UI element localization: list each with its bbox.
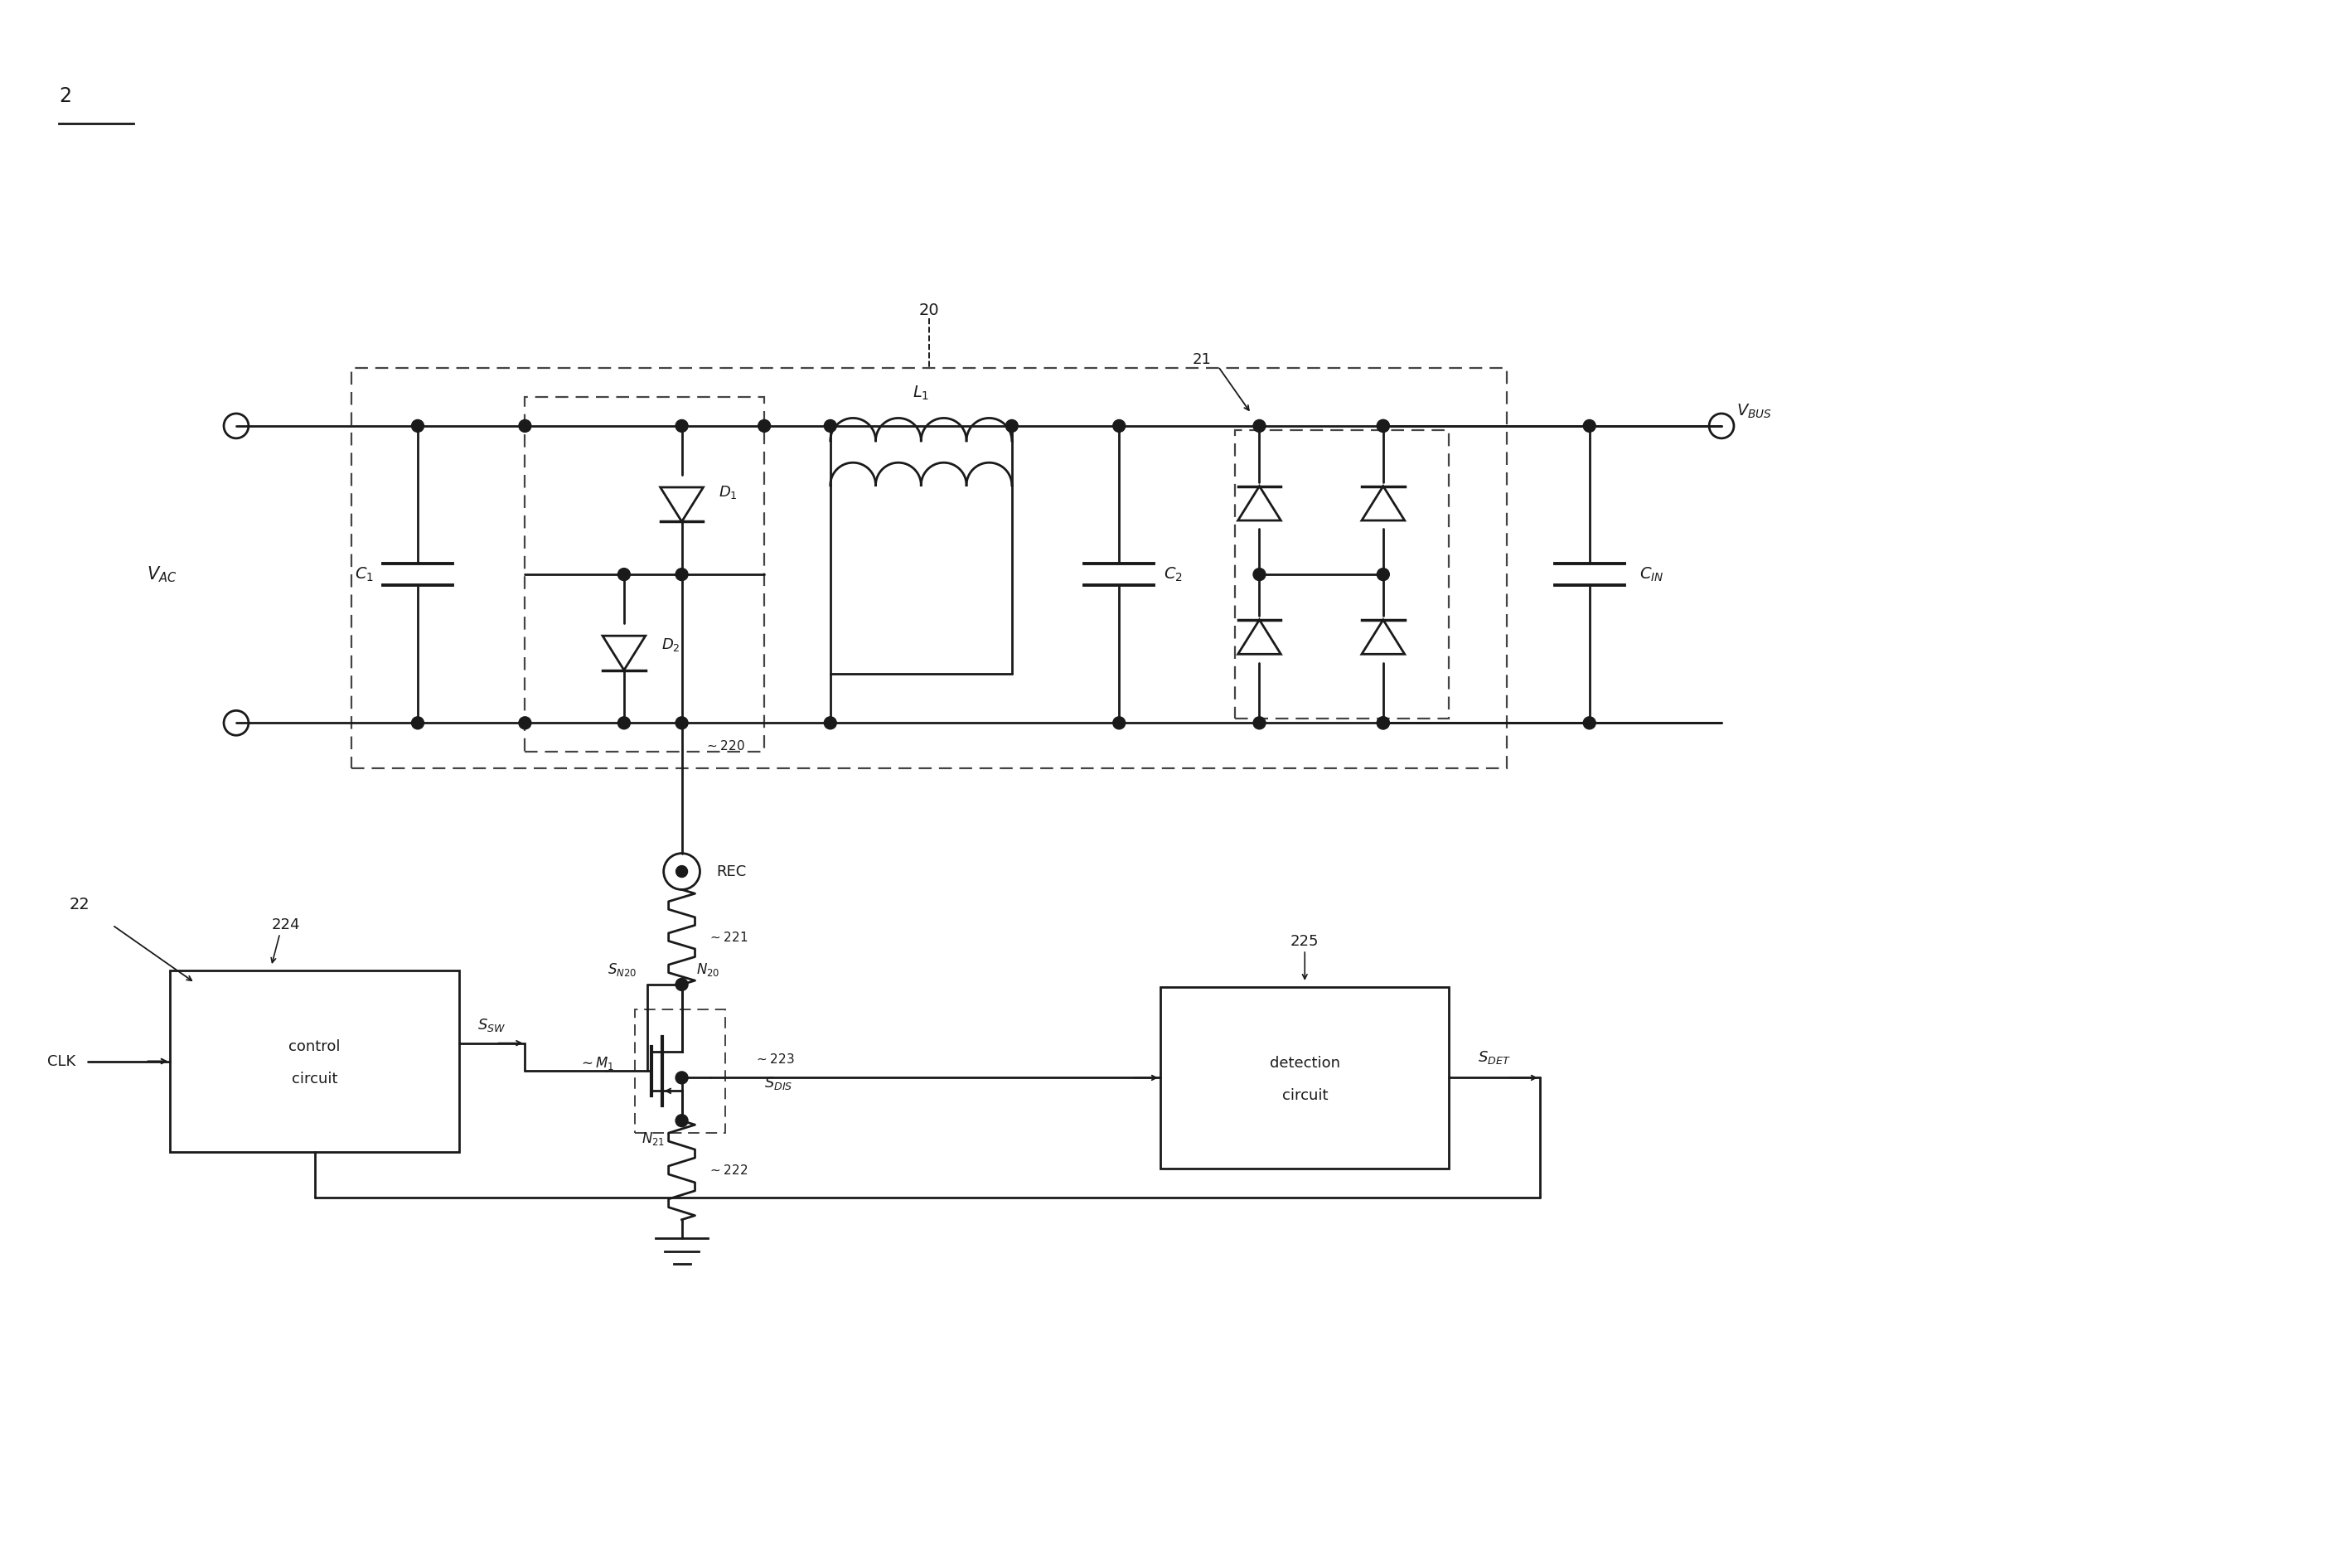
- Circle shape: [617, 568, 631, 580]
- Circle shape: [1376, 717, 1390, 729]
- Circle shape: [675, 568, 687, 580]
- Bar: [524, 397, 764, 751]
- Text: $S_{DET}$: $S_{DET}$: [1479, 1049, 1512, 1065]
- Text: CLK: CLK: [47, 1054, 75, 1069]
- Circle shape: [1253, 420, 1265, 433]
- Circle shape: [1584, 717, 1595, 729]
- Text: $C_2$: $C_2$: [1162, 566, 1183, 583]
- Text: REC: REC: [717, 864, 748, 880]
- Text: 225: 225: [1290, 935, 1318, 949]
- Text: $V_{AC}$: $V_{AC}$: [147, 564, 177, 585]
- Bar: [636, 1010, 727, 1134]
- Bar: [1234, 430, 1449, 718]
- Text: 2: 2: [58, 86, 72, 105]
- Text: $N_{21}$: $N_{21}$: [643, 1131, 666, 1148]
- Circle shape: [675, 1115, 687, 1127]
- Circle shape: [1376, 568, 1390, 580]
- Text: control: control: [289, 1040, 340, 1054]
- Circle shape: [1376, 420, 1390, 433]
- Circle shape: [1113, 420, 1125, 433]
- Text: $L_1$: $L_1$: [913, 384, 929, 401]
- Circle shape: [1253, 568, 1265, 580]
- Text: circuit: circuit: [291, 1073, 338, 1087]
- Circle shape: [675, 978, 687, 991]
- Text: $V_{BUS}$: $V_{BUS}$: [1737, 403, 1772, 420]
- Circle shape: [1584, 420, 1595, 433]
- Circle shape: [1253, 717, 1265, 729]
- Text: $\sim M_1$: $\sim M_1$: [578, 1055, 615, 1071]
- Text: $\sim$222: $\sim$222: [708, 1163, 748, 1176]
- Text: 224: 224: [272, 917, 300, 933]
- Circle shape: [759, 420, 771, 433]
- Circle shape: [1113, 717, 1125, 729]
- Text: 21: 21: [1192, 353, 1211, 367]
- Text: 22: 22: [70, 897, 89, 913]
- Circle shape: [412, 420, 424, 433]
- Text: $C_{IN}$: $C_{IN}$: [1640, 566, 1663, 583]
- Circle shape: [1006, 420, 1018, 433]
- Circle shape: [824, 717, 836, 729]
- Text: $S_{N20}$: $S_{N20}$: [608, 961, 636, 978]
- Circle shape: [1376, 717, 1390, 729]
- Text: $\sim$221: $\sim$221: [708, 930, 748, 944]
- Circle shape: [675, 717, 687, 729]
- Text: $S_{DIS}$: $S_{DIS}$: [764, 1076, 792, 1091]
- Circle shape: [519, 420, 531, 433]
- Text: $D_2$: $D_2$: [661, 637, 680, 652]
- Circle shape: [824, 420, 836, 433]
- Circle shape: [675, 1071, 687, 1083]
- Circle shape: [519, 717, 531, 729]
- Text: $S_{SW}$: $S_{SW}$: [477, 1016, 505, 1033]
- Text: 20: 20: [920, 303, 939, 318]
- Text: circuit: circuit: [1281, 1088, 1328, 1104]
- Bar: [352, 368, 1507, 768]
- Circle shape: [412, 717, 424, 729]
- Circle shape: [1376, 420, 1390, 433]
- Text: $N_{20}$: $N_{20}$: [696, 961, 720, 978]
- Circle shape: [675, 866, 687, 877]
- Text: $D_1$: $D_1$: [720, 483, 738, 500]
- Text: $\sim$220: $\sim$220: [706, 740, 745, 753]
- Text: $C_1$: $C_1$: [354, 566, 373, 583]
- Text: detection: detection: [1269, 1055, 1339, 1071]
- Text: $\sim$223: $\sim$223: [755, 1052, 794, 1065]
- Circle shape: [675, 420, 687, 433]
- Bar: [1160, 986, 1449, 1168]
- Bar: [170, 971, 459, 1152]
- Circle shape: [617, 717, 631, 729]
